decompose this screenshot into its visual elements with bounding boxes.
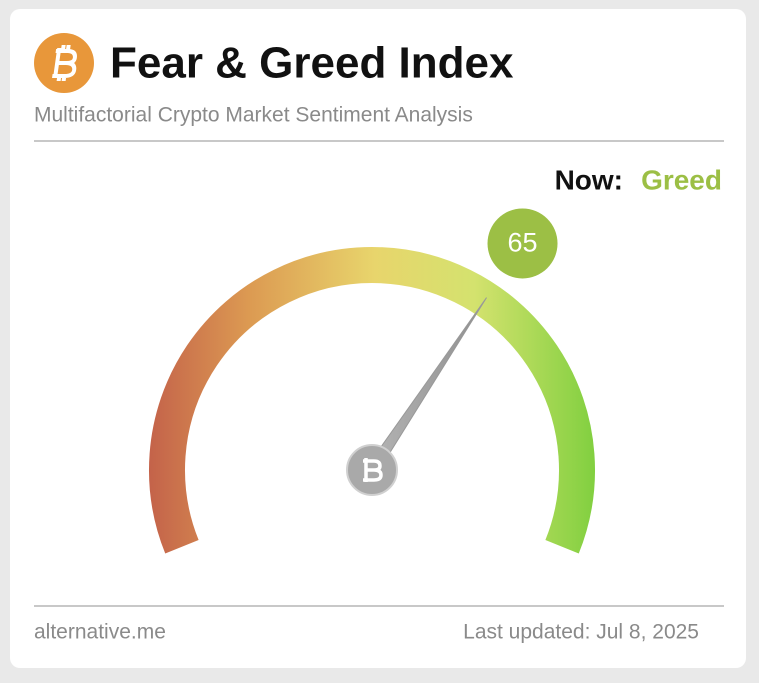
source: alternative.me — [34, 621, 166, 644]
title: Fear & Greed Index — [110, 39, 514, 88]
subtitle: Multifactorial Crypto Market Sentiment A… — [34, 104, 473, 127]
value-label: 65 — [507, 228, 537, 258]
value-bubble — [487, 208, 558, 279]
logo — [34, 33, 94, 93]
gauge-arc — [149, 247, 595, 554]
hub-logo — [363, 458, 383, 482]
now-label: Now: — [555, 164, 623, 195]
last-updated: Last updated: Jul 8, 2025 — [463, 621, 699, 644]
classification: Greed — [641, 164, 722, 195]
